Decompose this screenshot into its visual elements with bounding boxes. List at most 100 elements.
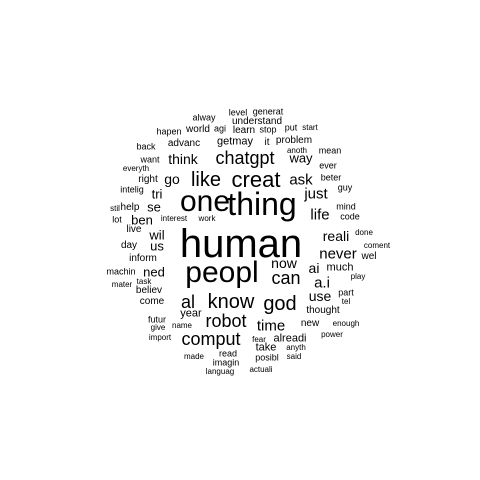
cloud-word: help — [120, 202, 140, 213]
cloud-word: god — [263, 293, 297, 315]
cloud-word: everyth — [122, 164, 150, 173]
cloud-word: day — [120, 240, 138, 251]
cloud-word: know — [207, 291, 255, 313]
cloud-word: actuali — [249, 365, 273, 374]
cloud-word: human — [179, 222, 303, 266]
cloud-word: live — [126, 224, 142, 235]
cloud-word: part — [338, 287, 354, 298]
cloud-word: want — [140, 154, 160, 165]
cloud-word: take — [255, 341, 277, 354]
cloud-word: start — [302, 123, 318, 132]
cloud-word: life — [310, 206, 330, 224]
cloud-word: machin — [106, 266, 136, 277]
cloud-word: just — [304, 185, 328, 203]
cloud-word: coment — [363, 241, 391, 250]
cloud-word: power — [321, 330, 343, 339]
cloud-word: time — [256, 317, 286, 335]
cloud-word: give — [150, 323, 166, 332]
cloud-word: stil — [110, 204, 120, 213]
cloud-word: imagin — [212, 357, 240, 368]
cloud-word: tri — [151, 186, 163, 202]
cloud-word: enough — [332, 319, 360, 328]
cloud-word: posibl — [255, 352, 279, 363]
cloud-word: put — [284, 122, 298, 133]
cloud-word: a.i — [314, 274, 330, 292]
cloud-word: problem — [275, 135, 313, 146]
cloud-word: said — [286, 352, 302, 361]
cloud-word: code — [340, 211, 360, 222]
cloud-word: alreadi — [273, 332, 307, 345]
cloud-word: new — [300, 318, 320, 329]
cloud-word: work — [198, 214, 216, 223]
cloud-word: task — [136, 277, 152, 286]
cloud-word: intelig — [120, 184, 144, 195]
cloud-word: like — [190, 169, 222, 191]
cloud-word: al — [180, 292, 196, 312]
cloud-word: stop — [259, 124, 277, 135]
cloud-word: back — [136, 141, 156, 152]
cloud-word: wil — [149, 227, 165, 243]
cloud-word: thing — [227, 186, 297, 222]
cloud-word: languag — [205, 367, 235, 376]
cloud-word: believ — [135, 285, 163, 296]
cloud-word: generat — [252, 106, 284, 117]
cloud-word: guy — [337, 182, 353, 193]
cloud-word: robot — [205, 311, 247, 331]
cloud-word: anyth — [286, 343, 306, 352]
cloud-word: one — [179, 185, 231, 218]
cloud-word: advanc — [167, 138, 201, 149]
cloud-word: it — [264, 137, 270, 148]
cloud-word: agi — [213, 123, 227, 134]
cloud-word: never — [319, 245, 357, 263]
cloud-word: level — [228, 107, 248, 118]
cloud-word: much — [326, 261, 354, 274]
cloud-word: creat — [231, 167, 281, 192]
cloud-word: mater — [111, 280, 133, 289]
cloud-word: play — [350, 272, 366, 281]
cloud-word: think — [168, 151, 198, 167]
cloud-word: comput — [181, 329, 241, 349]
cloud-word: mind — [336, 201, 356, 212]
cloud-word: thought — [306, 305, 340, 316]
cloud-word: ben — [131, 212, 153, 228]
cloud-word: reali — [322, 228, 350, 244]
cloud-word: getmay — [216, 135, 254, 148]
cloud-word: ned — [143, 264, 165, 280]
cloud-word: use — [308, 288, 332, 304]
cloud-word: ever — [319, 160, 337, 171]
cloud-word: read — [218, 348, 238, 359]
cloud-word: us — [150, 238, 164, 254]
cloud-word: done — [355, 228, 373, 237]
cloud-word: now — [271, 255, 297, 271]
cloud-word: import — [148, 333, 172, 342]
cloud-word: name — [171, 321, 193, 330]
cloud-word: futur — [147, 314, 167, 325]
cloud-word: go — [164, 171, 180, 187]
cloud-word: understand — [231, 116, 283, 127]
cloud-word: learn — [232, 125, 256, 136]
cloud-word: se — [147, 199, 161, 215]
cloud-word: ask — [289, 171, 313, 189]
cloud-word: hapen — [156, 126, 182, 137]
cloud-word: way — [289, 150, 313, 166]
cloud-word: ai — [308, 260, 320, 276]
cloud-word: peopl — [185, 256, 259, 289]
cloud-word: inform — [129, 253, 157, 264]
cloud-word: right — [138, 174, 158, 185]
cloud-word: chatgpt — [215, 148, 275, 168]
cloud-word: world — [186, 124, 210, 135]
cloud-word: can — [271, 268, 301, 288]
cloud-word: made — [183, 352, 205, 361]
cloud-word: interest — [160, 214, 188, 223]
cloud-word: alway — [192, 112, 216, 123]
cloud-word: mean — [318, 145, 342, 156]
cloud-word: tel — [341, 297, 351, 306]
cloud-word: lot — [112, 214, 122, 225]
cloud-word: beter — [320, 172, 342, 183]
cloud-word: year — [180, 307, 202, 320]
cloud-word: wel — [361, 251, 377, 262]
cloud-word: come — [139, 296, 165, 307]
cloud-word: anoth — [286, 146, 308, 155]
cloud-word: fear — [252, 335, 266, 344]
